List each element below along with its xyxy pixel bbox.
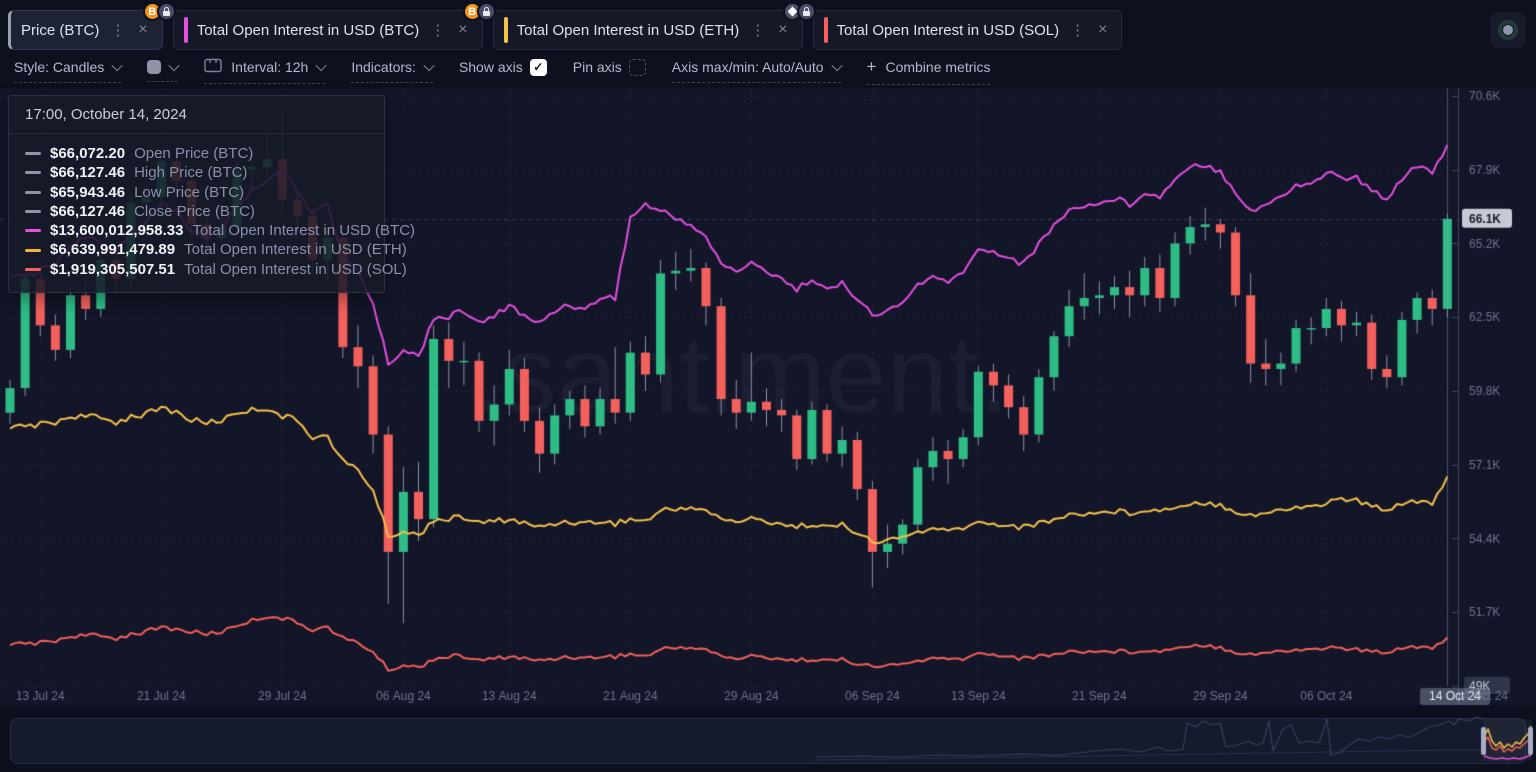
close-icon[interactable]: × <box>138 21 148 38</box>
series-dash-icon <box>25 152 41 156</box>
interval-icon <box>204 58 222 76</box>
series-color-bar <box>503 17 508 43</box>
series-color-bar <box>823 17 828 43</box>
color-swatch-select[interactable] <box>147 59 180 82</box>
chevron-down-icon <box>315 59 328 72</box>
tooltip-row-oi-btc: $13,600,012,958.33 Total Open Interest i… <box>25 221 415 240</box>
plus-icon: + <box>866 57 877 76</box>
series-color-bar <box>183 17 188 43</box>
tab-label: Price (BTC) <box>21 21 100 39</box>
chevron-down-icon <box>111 59 123 72</box>
metric-tab-bar: Price (BTC) ⋮ × B Total Open Interest in… <box>8 2 1123 50</box>
chevron-down-icon <box>168 59 180 72</box>
minimap-panel[interactable] <box>10 718 1526 764</box>
axis-maxmin-label: Axis max/min: Auto/Auto <box>671 59 824 75</box>
series-dash-icon <box>25 267 41 271</box>
indicators-label: Indicators: <box>351 59 416 75</box>
tooltip-row-low-price: $65,943.46 Low Price (BTC) <box>25 183 368 202</box>
series-dash-icon <box>25 171 41 175</box>
series-dash-icon <box>25 248 41 252</box>
series-dash-icon <box>25 229 41 233</box>
color-swatch <box>147 60 162 74</box>
tab-label: Total Open Interest in USD (BTC) <box>196 21 420 39</box>
chart-tooltip: 17:00, October 14, 2024 $66,072.20 Open … <box>8 95 415 294</box>
show-axis-checkbox[interactable]: ✓ <box>529 58 547 76</box>
kebab-menu-icon[interactable]: ⋮ <box>750 22 766 39</box>
tab-label: Total Open Interest in USD (ETH) <box>516 21 740 39</box>
combine-metrics-label: Combine metrics <box>885 59 991 75</box>
chart-toolbar: Style: Candles Interval: 12h Indicators:… <box>14 57 991 85</box>
tab-open-interest-eth[interactable]: Total Open Interest in USD (ETH) ⋮ × <box>492 2 816 50</box>
tab-open-interest-btc[interactable]: Total Open Interest in USD (BTC) ⋮ × B <box>172 2 496 50</box>
tooltip-row-open-price: $66,072.20 Open Price (BTC) <box>25 144 368 163</box>
axis-maxmin-select[interactable]: Axis max/min: Auto/Auto <box>671 59 843 83</box>
tooltip-row-close-price: $66,127.46 Close Price (BTC) <box>25 202 368 221</box>
pin-axis-label: Pin axis <box>572 59 622 75</box>
chevron-down-icon <box>423 59 435 72</box>
pin-axis-checkbox[interactable] <box>628 58 646 76</box>
indicators-select[interactable]: Indicators: <box>351 59 435 83</box>
lock-icon <box>476 2 496 21</box>
series-dash-icon <box>25 190 41 194</box>
pin-axis-toggle[interactable]: Pin axis <box>572 58 646 84</box>
style-select[interactable]: Style: Candles <box>14 59 123 83</box>
kebab-menu-icon[interactable]: ⋮ <box>1070 22 1086 39</box>
close-icon[interactable]: × <box>1098 21 1108 38</box>
tooltip-row-oi-sol: $1,919,305,507.51 Total Open Interest in… <box>25 260 407 279</box>
chevron-down-icon <box>830 59 843 72</box>
show-axis-label: Show axis <box>458 59 523 75</box>
interval-label: Interval: 12h <box>231 59 309 75</box>
show-axis-toggle[interactable]: Show axis ✓ <box>458 58 547 84</box>
tab-open-interest-sol[interactable]: Total Open Interest in USD (SOL) ⋮ × <box>812 10 1123 50</box>
kebab-menu-icon[interactable]: ⋮ <box>110 22 126 39</box>
kebab-menu-icon[interactable]: ⋮ <box>430 22 446 39</box>
interval-select[interactable]: Interval: 12h <box>204 58 328 84</box>
lock-icon <box>156 2 176 21</box>
screenshot-button[interactable] <box>1490 12 1526 48</box>
tab-price-btc[interactable]: Price (BTC) ⋮ × B <box>8 2 176 50</box>
tooltip-row-oi-eth: $6,639,991,479.89 Total Open Interest in… <box>25 240 407 259</box>
tab-label: Total Open Interest in USD (SOL) <box>836 21 1060 39</box>
tooltip-row-high-price: $66,127.46 High Price (BTC) <box>25 163 368 182</box>
combine-metrics-button[interactable]: + Combine metrics <box>866 57 991 85</box>
style-label: Style: Candles <box>14 59 105 75</box>
camera-icon <box>1498 20 1518 40</box>
close-icon[interactable]: × <box>778 21 788 38</box>
close-icon[interactable]: × <box>458 21 468 38</box>
tooltip-timestamp: 17:00, October 14, 2024 <box>9 96 384 134</box>
lock-icon <box>796 2 816 21</box>
series-dash-icon <box>25 210 41 214</box>
